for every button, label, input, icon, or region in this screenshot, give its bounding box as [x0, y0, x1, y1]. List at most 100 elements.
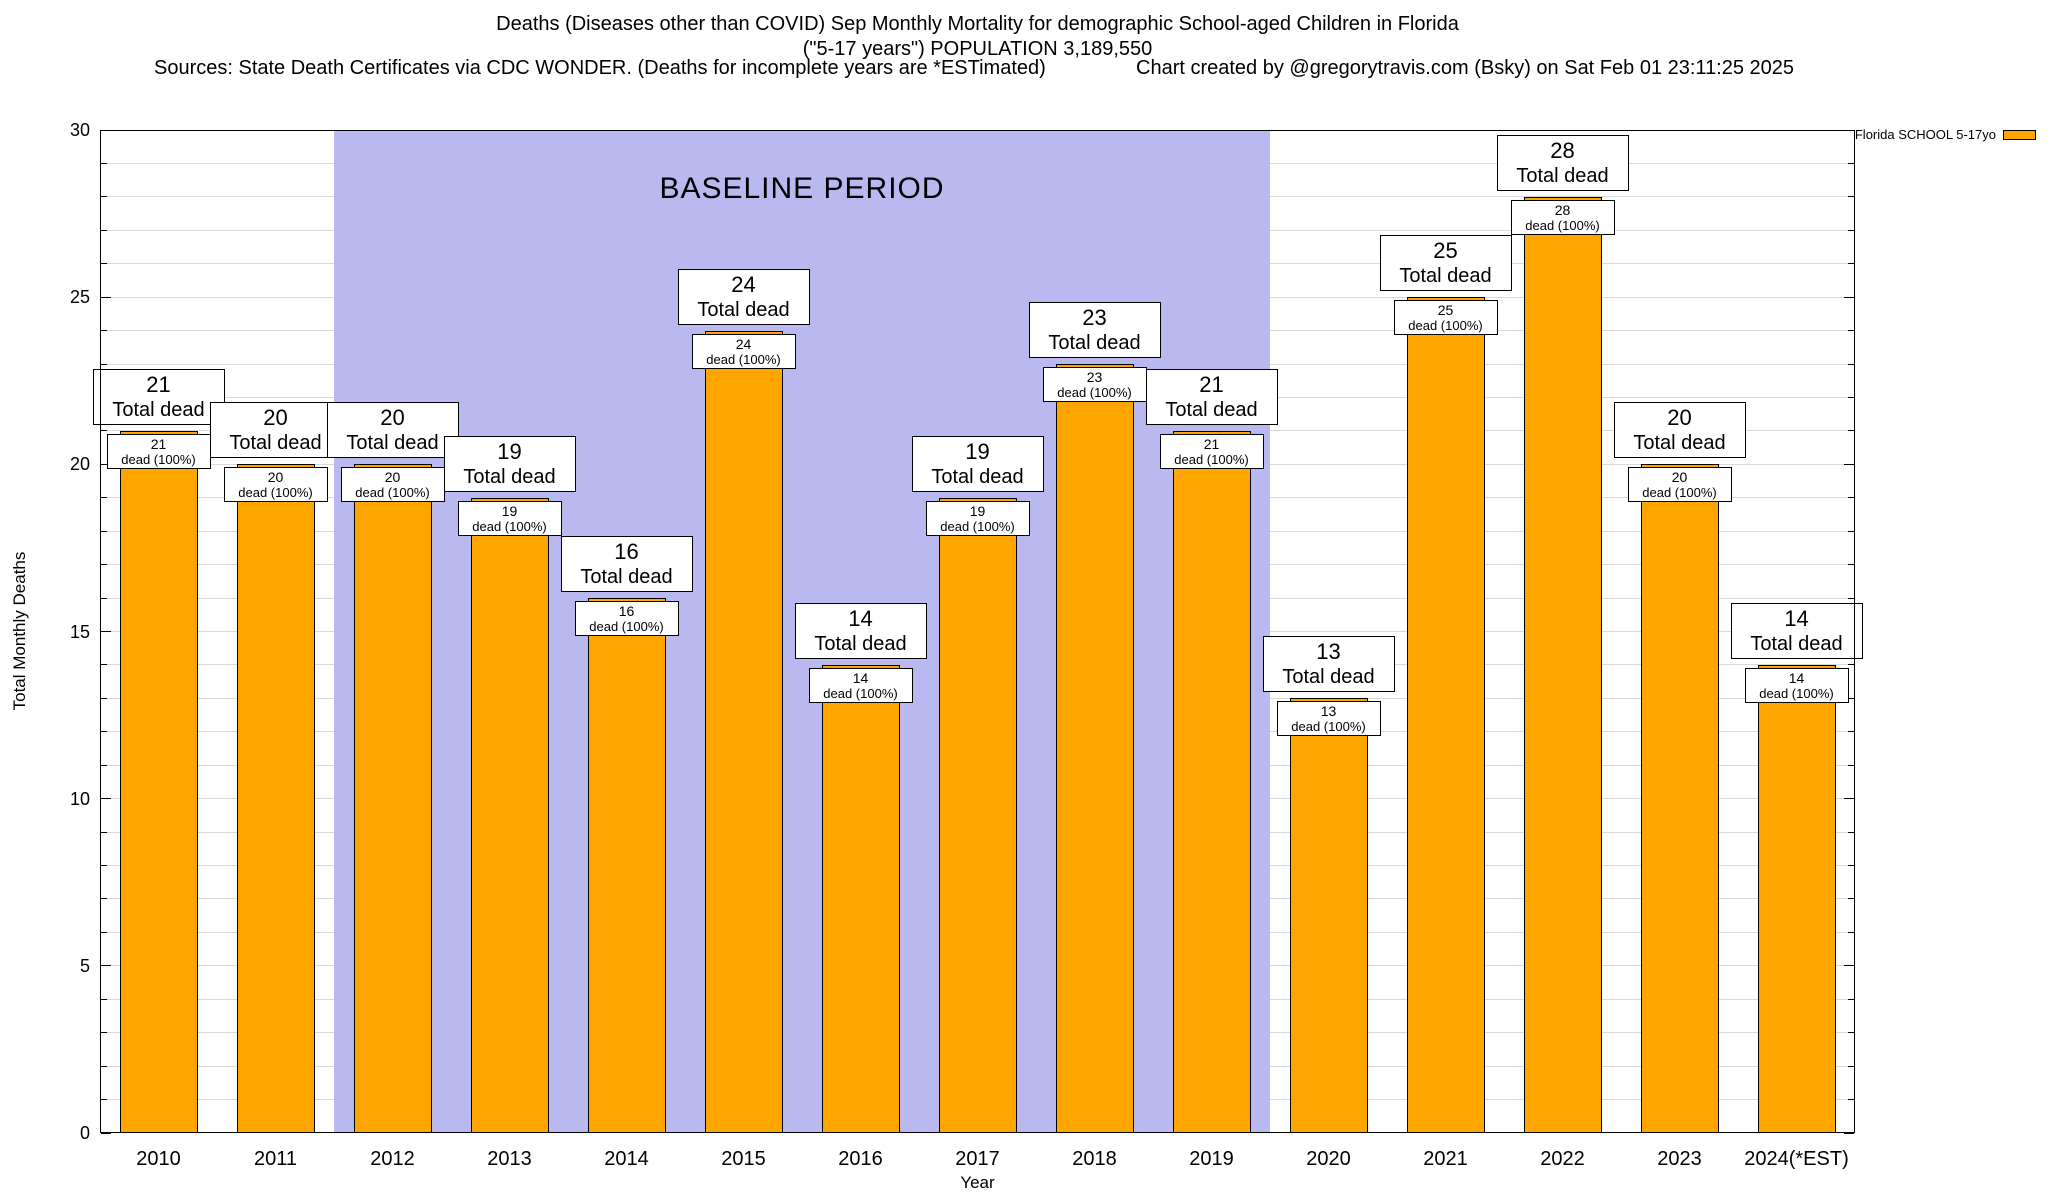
count-label-2016: 14 dead (100%) [808, 667, 913, 703]
y-tick [101, 162, 107, 164]
y-tick-right [1848, 998, 1854, 1000]
chart-subtitle: ("5-17 years") POPULATION 3,189,550 [802, 38, 1153, 60]
y-tick [101, 263, 107, 265]
bar-2016 [821, 664, 900, 1133]
count-label-2012: 20 dead (100%) [340, 467, 445, 503]
total-label-2021: 25 Total dead [1379, 235, 1512, 292]
x-tick-label-2020: 2020 [1306, 1148, 1351, 1170]
total-text: Total dead [1399, 265, 1492, 288]
x-axis-title: Year [960, 1173, 995, 1192]
total-label-2015: 24 Total dead [677, 268, 810, 325]
count-value: 24 [735, 335, 752, 352]
y-tick [101, 1032, 107, 1034]
count-value: 25 [1437, 302, 1454, 319]
y-tick [101, 497, 107, 499]
x-tick-label-2017: 2017 [955, 1148, 1000, 1170]
count-label-2014: 16 dead (100%) [574, 601, 679, 637]
total-value: 21 [146, 371, 171, 397]
total-value: 23 [1082, 305, 1107, 331]
count-sub: dead (100%) [940, 518, 1015, 534]
y-tick-right [1844, 798, 1854, 800]
count-sub: dead (100%) [1525, 217, 1600, 233]
y-tick [101, 764, 107, 766]
count-sub: dead (100%) [1759, 685, 1834, 701]
x-tick-label-2016: 2016 [838, 1148, 883, 1170]
bar-2019 [1172, 430, 1251, 1133]
y-tick [101, 564, 107, 566]
total-text: Total dead [346, 432, 439, 455]
total-value: 14 [848, 605, 873, 631]
y-tick [101, 865, 107, 867]
count-sub: dead (100%) [1291, 719, 1366, 735]
total-value: 13 [1316, 639, 1341, 665]
count-sub: dead (100%) [472, 518, 547, 534]
bar-2024(*EST) [1757, 664, 1836, 1133]
y-tick-right [1848, 597, 1854, 599]
count-value: 16 [618, 603, 635, 620]
y-tick [101, 831, 107, 833]
y-tick-right [1848, 330, 1854, 332]
y-tick-right [1848, 697, 1854, 699]
count-sub: dead (100%) [1642, 485, 1717, 501]
y-tick-right [1848, 363, 1854, 365]
total-value: 20 [263, 405, 288, 431]
total-value: 28 [1550, 137, 1575, 163]
total-label-2017: 19 Total dead [911, 435, 1044, 492]
total-text: Total dead [1516, 164, 1609, 187]
bar-2012 [353, 464, 432, 1133]
x-tick-label-2023: 2023 [1657, 1148, 1702, 1170]
total-value: 19 [497, 438, 522, 464]
credit-note: Chart created by @gregorytravis.com (Bsk… [1136, 57, 1795, 79]
y-tick [101, 697, 107, 699]
count-label-2017: 19 dead (100%) [925, 500, 1030, 536]
x-tick-label-2018: 2018 [1072, 1148, 1117, 1170]
total-label-2011: 20 Total dead [209, 402, 342, 459]
y-tick-right [1844, 463, 1854, 465]
count-label-2022: 28 dead (100%) [1510, 199, 1615, 235]
legend-swatch [2003, 129, 2036, 140]
count-sub: dead (100%) [1174, 451, 1249, 467]
total-value: 19 [965, 438, 990, 464]
y-tick [101, 296, 111, 298]
chart-title: Deaths (Diseases other than COVID) Sep M… [496, 13, 1459, 35]
y-tick-label: 15 [69, 621, 90, 642]
y-tick [101, 898, 107, 900]
count-label-2015: 24 dead (100%) [691, 333, 796, 369]
count-label-2010: 21 dead (100%) [106, 433, 211, 469]
y-tick-right [1848, 162, 1854, 164]
sources-note: Sources: State Death Certificates via CD… [154, 57, 1046, 79]
total-label-2023: 20 Total dead [1613, 402, 1746, 459]
y-tick [101, 1065, 107, 1067]
y-tick-right [1848, 1032, 1854, 1034]
y-tick [101, 1099, 107, 1101]
y-tick [101, 731, 107, 733]
count-value: 19 [501, 502, 518, 519]
y-tick [101, 229, 107, 231]
y-tick-right [1848, 196, 1854, 198]
bar-2013 [470, 497, 549, 1133]
y-tick-right [1848, 396, 1854, 398]
y-tick-right [1848, 931, 1854, 933]
count-value: 14 [852, 669, 869, 686]
y-tick-right [1848, 564, 1854, 566]
bar-2017 [938, 497, 1017, 1133]
total-text: Total dead [229, 432, 322, 455]
y-tick-right [1848, 263, 1854, 265]
bar-2023 [1640, 464, 1719, 1133]
y-tick [101, 129, 111, 131]
y-tick [101, 798, 111, 800]
x-tick-label-2011: 2011 [253, 1148, 297, 1170]
y-tick-label: 25 [69, 287, 90, 308]
y-tick-label: 5 [79, 955, 90, 976]
bar-2010 [119, 430, 198, 1133]
total-text: Total dead [463, 465, 556, 488]
count-label-2020: 13 dead (100%) [1276, 701, 1381, 737]
total-label-2014: 16 Total dead [560, 536, 693, 593]
count-label-2023: 20 dead (100%) [1627, 467, 1732, 503]
total-label-2024(*EST): 14 Total dead [1730, 602, 1863, 659]
y-tick-label: 30 [69, 120, 90, 140]
count-sub: dead (100%) [823, 685, 898, 701]
total-text: Total dead [1048, 332, 1141, 355]
y-tick-right [1848, 229, 1854, 231]
